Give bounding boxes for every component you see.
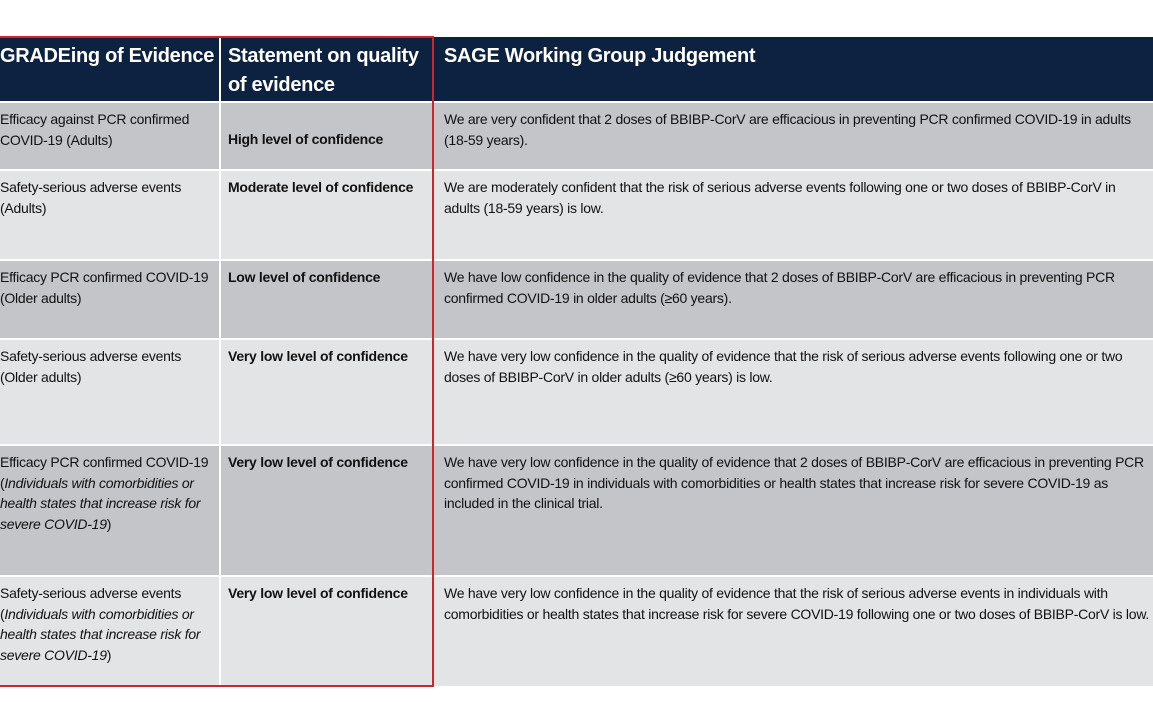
- outcome-cell: Efficacy PCR confirmed COVID-19 (Individ…: [0, 446, 221, 575]
- outcome-cell: Efficacy PCR confirmed COVID-19 (Older a…: [0, 261, 221, 338]
- table-row: Efficacy PCR confirmed COVID-19 (Individ…: [0, 446, 1153, 577]
- outcome-text: Safety-serious adverse events (Older adu…: [0, 348, 182, 385]
- judgement-cell: We have very low confidence in the quali…: [444, 348, 1123, 385]
- outcome-end-text: ): [106, 515, 112, 532]
- table-row: Safety-serious adverse events (Adults) M…: [0, 171, 1153, 261]
- outcome-cell: Safety-serious adverse events (Older adu…: [0, 340, 221, 444]
- judgement-cell: We have very low confidence in the quali…: [444, 454, 1144, 511]
- table-row: Efficacy against PCR confirmed COVID-19 …: [0, 103, 1153, 171]
- outcome-italic-text: Individuals with comorbidities or health…: [0, 605, 201, 663]
- outcome-italic-text: Individuals with comorbidities or health…: [0, 474, 201, 532]
- evidence-table: GRADEing of Evidence Statement on qualit…: [0, 37, 1153, 688]
- judgement-cell: We have low confidence in the quality of…: [444, 269, 1115, 306]
- judgement-cell: We are very confident that 2 doses of BB…: [444, 111, 1131, 148]
- table-header-row: GRADEing of Evidence Statement on qualit…: [0, 37, 1153, 103]
- statement-cell: Very low level of confidence: [228, 454, 408, 470]
- header-judgement: SAGE Working Group Judgement: [444, 45, 756, 67]
- statement-cell: High level of confidence: [228, 131, 384, 147]
- statement-cell: Very low level of confidence: [228, 585, 408, 601]
- outcome-cell: Efficacy against PCR confirmed COVID-19 …: [0, 103, 221, 169]
- outcome-text: Safety-serious adverse events (: [0, 585, 182, 622]
- header-grading: GRADEing of Evidence: [0, 37, 221, 101]
- outcome-cell: Safety-serious adverse events (Individua…: [0, 577, 221, 686]
- outcome-text: Efficacy PCR confirmed COVID-19 (: [0, 454, 209, 491]
- outcome-text: Efficacy against PCR confirmed COVID-19 …: [0, 111, 190, 148]
- outcome-cell: Safety-serious adverse events (Adults): [0, 171, 221, 259]
- statement-cell: Moderate level of confidence: [228, 179, 414, 195]
- outcome-text: Efficacy PCR confirmed COVID-19 (Older a…: [0, 269, 209, 306]
- table-row: Efficacy PCR confirmed COVID-19 (Older a…: [0, 261, 1153, 340]
- judgement-cell: We are moderately confident that the ris…: [444, 179, 1116, 216]
- table-row: Safety-serious adverse events (Older adu…: [0, 340, 1153, 446]
- outcome-text: Safety-serious adverse events (Adults): [0, 179, 182, 216]
- statement-cell: Very low level of confidence: [228, 348, 408, 364]
- header-statement: Statement on quality of evidence: [228, 45, 419, 96]
- statement-cell: Low level of confidence: [228, 269, 381, 285]
- judgement-cell: We have very low confidence in the quali…: [444, 585, 1150, 622]
- table-row: Safety-serious adverse events (Individua…: [0, 577, 1153, 688]
- outcome-end-text: ): [106, 646, 112, 663]
